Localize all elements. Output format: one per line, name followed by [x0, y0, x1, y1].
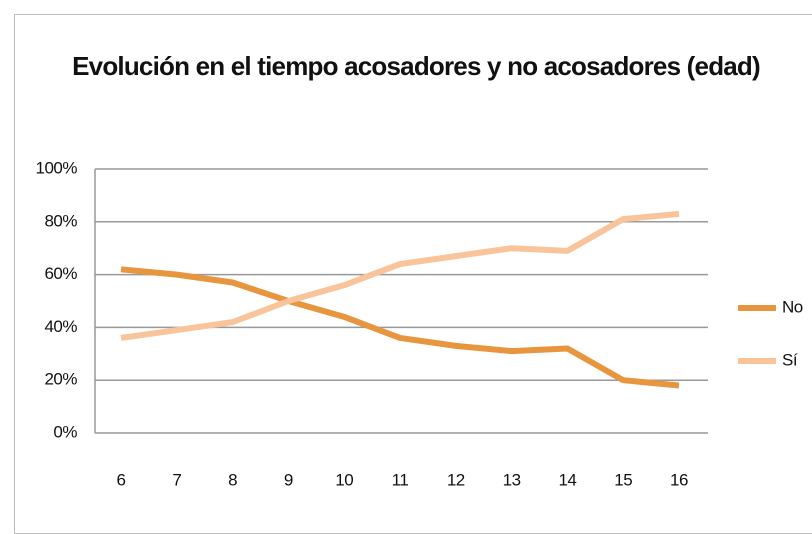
- x-tick-label: 9: [284, 470, 293, 489]
- x-tick-label: 7: [172, 470, 181, 489]
- x-tick-label: 8: [228, 470, 237, 489]
- y-tick-label: 40%: [44, 317, 77, 336]
- y-tick-label: 20%: [44, 370, 77, 389]
- data-line: [120, 266, 680, 389]
- x-tick-label: 6: [117, 470, 126, 489]
- x-tick-label: 10: [335, 470, 353, 489]
- chart-area: Evolución en el tiempo acosadores y no a…: [14, 14, 812, 534]
- x-tick-label: 15: [614, 470, 632, 489]
- x-tick-label: 16: [670, 470, 688, 489]
- x-tick-label: 12: [447, 470, 465, 489]
- y-tick-label: 100%: [36, 158, 78, 177]
- data-line: [120, 210, 680, 341]
- y-tick-label: 60%: [44, 264, 77, 283]
- chart-title: Evolución en el tiempo acosadores y no a…: [72, 51, 761, 81]
- legend-label: No: [782, 297, 803, 316]
- y-tick-label: 0%: [53, 422, 77, 441]
- x-tick-label: 11: [392, 470, 409, 489]
- y-tick-label: 80%: [44, 211, 77, 230]
- chart: 0% 20% 40% 60% 80% 100% 6 7 8 9 10 11 12 13 14 15 16 No Sí: [36, 158, 804, 489]
- x-tick-label: 13: [503, 470, 521, 489]
- legend-label: Sí: [782, 350, 798, 369]
- x-tick-label: 14: [558, 470, 576, 489]
